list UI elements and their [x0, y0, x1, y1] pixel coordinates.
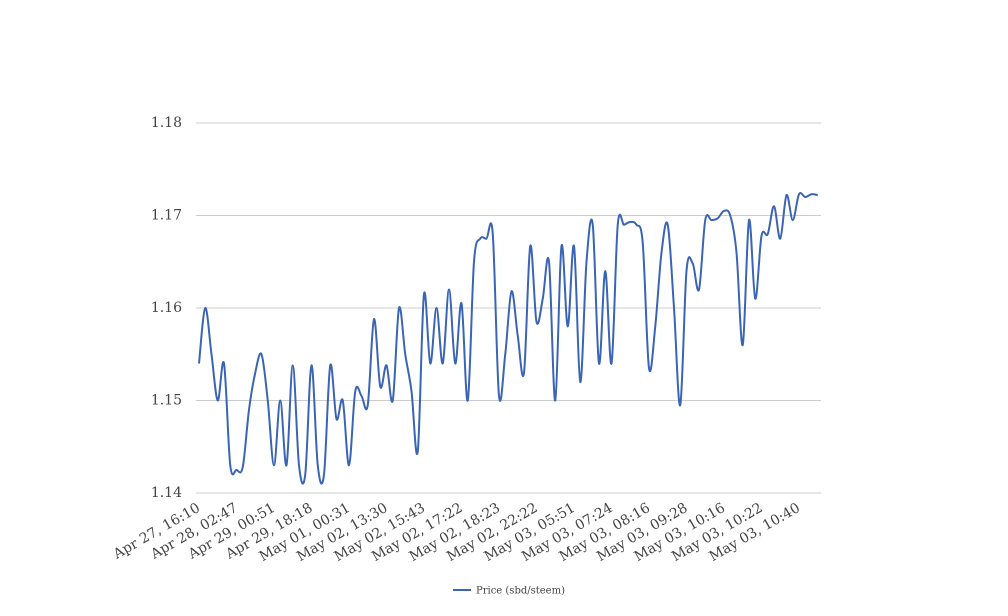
y-tick-label: 1.18 — [151, 115, 182, 131]
legend-label: Price (sbd/steem) — [476, 586, 565, 597]
y-tick-label: 1.14 — [151, 485, 182, 501]
y-tick-label: 1.17 — [151, 208, 182, 224]
y-tick-label: 1.16 — [151, 300, 182, 316]
y-tick-label: 1.15 — [151, 393, 182, 409]
price-line — [198, 192, 818, 485]
